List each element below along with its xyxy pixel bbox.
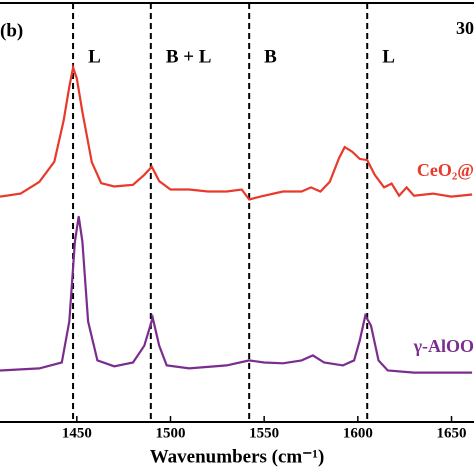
x-tick-label: 1650 bbox=[437, 425, 467, 441]
band-label: L bbox=[88, 46, 101, 67]
spectrum-line bbox=[0, 216, 473, 374]
series-label: γ-AlOO bbox=[413, 336, 474, 356]
series-label: CeO₂@ bbox=[417, 160, 474, 180]
spectrum-line bbox=[0, 63, 473, 201]
x-axis-label: Wavenumbers (cm⁻¹) bbox=[150, 446, 325, 467]
band-label: B bbox=[264, 46, 277, 67]
x-tick-label: 1550 bbox=[249, 425, 279, 441]
band-label: L bbox=[382, 46, 395, 67]
x-tick-label: 1500 bbox=[155, 425, 185, 441]
x-tick-label: 1600 bbox=[343, 425, 373, 441]
panel-label: (b) bbox=[0, 20, 23, 41]
corner-label: 30 bbox=[456, 18, 474, 38]
x-tick-label: 1450 bbox=[62, 425, 92, 441]
band-label: B + L bbox=[166, 46, 212, 67]
